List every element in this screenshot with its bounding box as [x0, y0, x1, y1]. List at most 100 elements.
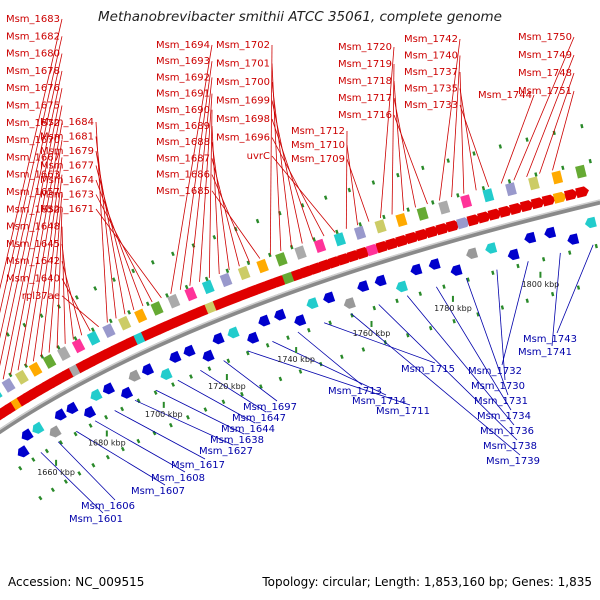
forward-gene: [425, 226, 440, 239]
reverse-gene: [183, 344, 196, 357]
reverse-leader-line: [323, 322, 436, 364]
tick-mark: [39, 313, 44, 319]
forward-strand-genes: [0, 164, 589, 426]
tick-mark: [93, 286, 98, 291]
forward-gene-label: Msm_1742: [404, 34, 458, 45]
tick-mark: [312, 237, 316, 242]
forward-leader-line: [439, 38, 461, 201]
forward-leader-line: [199, 93, 213, 282]
forward-leader-line: [271, 100, 303, 244]
tick-mark: [171, 382, 175, 387]
forward-label-leaders: [0, 18, 575, 380]
tick-mark: [516, 263, 520, 269]
forward-leader-line: [0, 18, 63, 290]
forward-gene: [405, 231, 420, 245]
scale-label: 1660 kbp: [37, 468, 75, 477]
forward-leader-line: [17, 122, 63, 371]
tick-mark: [300, 203, 305, 208]
tick-mark: [127, 309, 131, 315]
reverse-leader-line: [378, 304, 518, 441]
forward-gene-label: rpl37ae: [22, 291, 60, 302]
reverse-gene: [66, 401, 79, 414]
forward-gene: [395, 234, 410, 248]
forward-leader-line: [539, 72, 575, 174]
tick-mark: [431, 200, 435, 205]
tick-mark: [73, 336, 78, 341]
forward-leader-line: [271, 155, 336, 233]
forward-gene-block: [551, 170, 564, 185]
forward-gene-label: Msm_1640: [6, 274, 60, 285]
forward-leader-line: [95, 179, 144, 307]
reverse-leader-line: [551, 252, 561, 347]
reverse-gene: [374, 274, 387, 287]
reverse-leader-line: [40, 452, 104, 514]
forward-gene-block: [353, 225, 367, 240]
tick-mark: [446, 158, 450, 163]
forward-gene-block: [256, 258, 269, 274]
reverse-gene: [395, 280, 408, 293]
forward-gene-block: [184, 286, 198, 302]
reverse-leader-line: [94, 420, 186, 473]
forward-gene-label: Msm_1674: [40, 175, 94, 186]
forward-gene: [385, 237, 400, 251]
reverse-gene: [584, 216, 597, 229]
tick-mark: [165, 293, 169, 298]
reverse-leader-line: [297, 331, 363, 386]
reverse-gene: [450, 264, 463, 276]
scale-label: 1760 kbp: [353, 329, 391, 338]
reverse-gene: [169, 350, 182, 363]
tick-mark: [396, 172, 400, 178]
reverse-gene-label: Msm_1743: [523, 334, 577, 345]
forward-leader-line: [61, 261, 83, 336]
forward-gene-label: Msm_1657: [6, 187, 60, 198]
forward-gene-label: Msm_1687: [156, 153, 210, 164]
reverse-gene-label: Msm_1644: [221, 424, 275, 435]
map-title: Methanobrevibacter smithii ATCC 35061, c…: [97, 9, 502, 25]
forward-leader-line: [0, 70, 63, 367]
tick-mark: [171, 251, 175, 257]
reverse-gene: [410, 263, 423, 276]
reverse-leader-line: [223, 360, 278, 402]
tick-mark: [240, 391, 244, 397]
forward-gene-label: Msm_1719: [338, 59, 392, 70]
forward-gene-label: Msm_1700: [216, 77, 270, 88]
tick-mark: [452, 318, 456, 324]
forward-gene-label: Msm_1699: [216, 96, 270, 107]
reverse-leader-line: [350, 313, 521, 456]
tick-mark: [371, 180, 376, 185]
forward-leader-line: [25, 140, 63, 366]
forward-leader-line: [271, 137, 325, 237]
forward-leader-line: [95, 136, 117, 319]
forward-gene-label: Msm_1677: [40, 161, 94, 172]
tick-mark: [44, 448, 49, 454]
tick-mark: [580, 123, 584, 129]
forward-leader-line: [459, 88, 477, 191]
forward-gene: [445, 220, 460, 233]
reverse-gene: [507, 248, 520, 261]
forward-leader-line: [61, 295, 99, 328]
tick-mark: [323, 195, 328, 200]
forward-leader-line: [48, 191, 63, 353]
tick-mark: [428, 325, 433, 331]
scale-label: 1740 kbp: [277, 355, 315, 364]
tick-mark: [372, 305, 377, 311]
tick-mark: [588, 158, 592, 164]
reverse-leader-line: [556, 244, 594, 334]
forward-gene-label: Msm_1642: [6, 256, 60, 267]
tick-mark: [18, 465, 23, 471]
forward-gene-block: [237, 265, 251, 281]
reverse-gene: [323, 291, 336, 304]
forward-gene-label: Msm_1750: [518, 32, 572, 43]
forward-gene-block: [150, 301, 164, 316]
forward-leader-line: [10, 105, 63, 375]
tick-mark: [561, 165, 565, 171]
forward-gene: [519, 200, 534, 213]
forward-gene: [530, 197, 545, 210]
forward-gene-block: [528, 176, 540, 191]
tick-mark: [50, 487, 55, 493]
tick-mark: [203, 407, 208, 412]
forward-gene-label: Msm_1720: [338, 42, 392, 53]
forward-gene-block: [438, 200, 451, 215]
forward-gene-block: [201, 279, 215, 295]
reverse-label-leaders: [40, 244, 594, 514]
